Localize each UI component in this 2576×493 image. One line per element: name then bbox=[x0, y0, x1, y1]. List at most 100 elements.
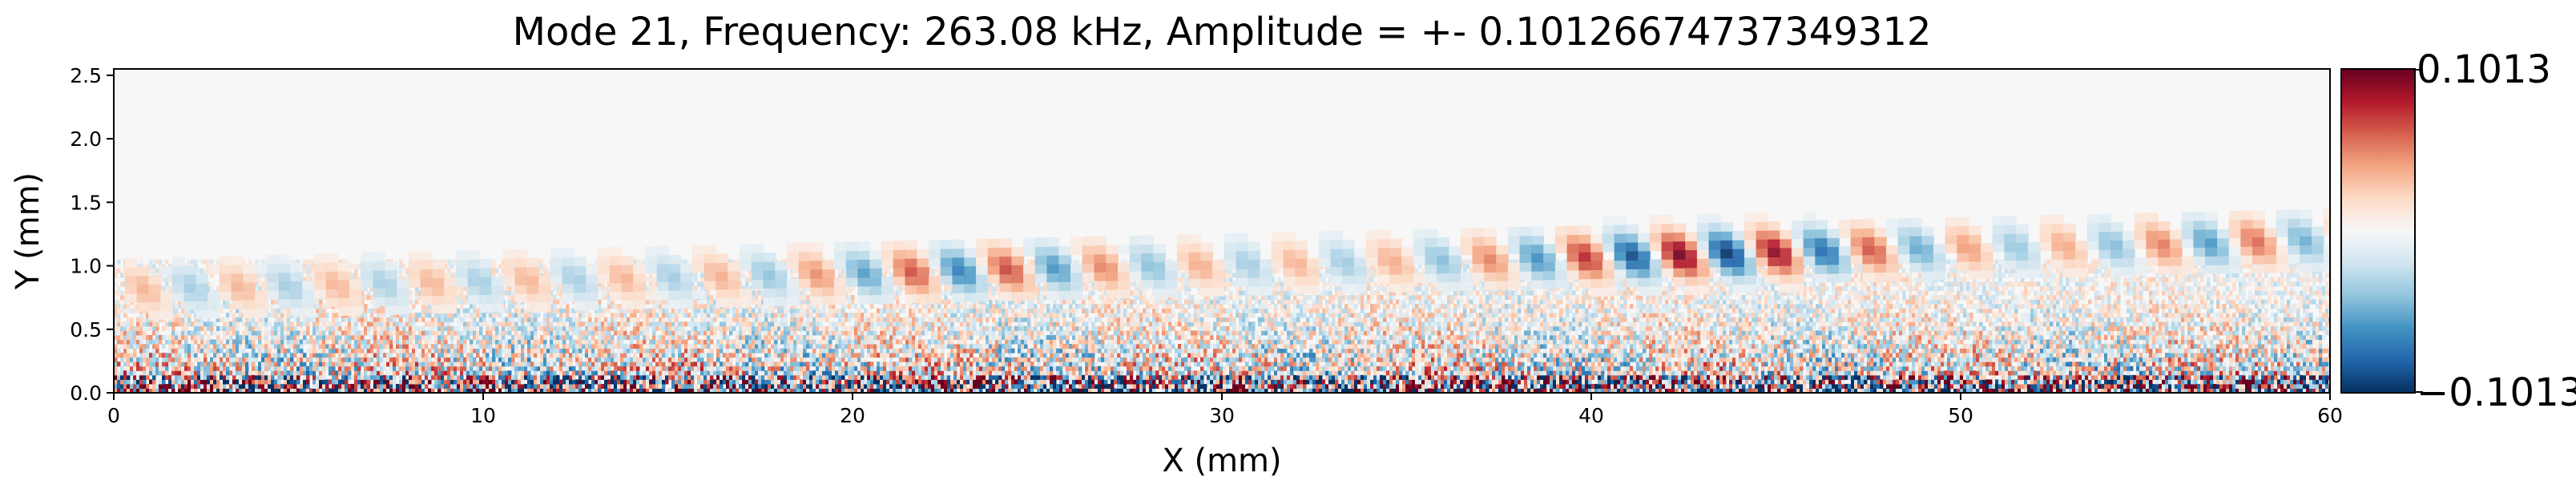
heatmap-cell bbox=[162, 383, 166, 389]
heatmap-cell bbox=[492, 388, 496, 393]
heatmap-cell bbox=[553, 330, 557, 336]
heatmap-cell bbox=[357, 383, 361, 389]
heatmap-cell bbox=[309, 273, 313, 278]
heatmap-cell bbox=[364, 339, 368, 345]
heatmap-cell bbox=[437, 357, 441, 362]
heatmap-cell bbox=[726, 317, 730, 322]
heatmap-cell bbox=[418, 330, 422, 336]
heatmap-cell bbox=[687, 357, 691, 362]
heatmap-cell bbox=[527, 362, 531, 367]
heatmap-cell bbox=[761, 383, 765, 389]
heatmap-cell bbox=[691, 362, 695, 367]
heatmap-cell bbox=[450, 383, 454, 389]
heatmap-cell bbox=[700, 379, 704, 385]
heatmap-cell bbox=[248, 339, 252, 345]
heatmap-cell bbox=[168, 362, 172, 367]
heatmap-cell bbox=[601, 330, 605, 336]
heatmap-cell bbox=[470, 370, 474, 376]
heatmap-cell bbox=[428, 304, 432, 309]
heatmap-cell bbox=[559, 295, 563, 301]
heatmap-cell bbox=[607, 304, 611, 309]
heatmap-cell bbox=[492, 339, 496, 345]
heatmap-cell bbox=[473, 317, 477, 322]
heatmap-cell bbox=[559, 357, 563, 362]
heatmap-cell bbox=[133, 366, 137, 371]
heatmap-cell bbox=[284, 334, 288, 340]
heatmap-cell bbox=[204, 366, 208, 371]
heatmap-cell bbox=[546, 313, 550, 318]
heatmap-cell bbox=[117, 317, 121, 322]
heatmap-cell bbox=[159, 379, 163, 385]
heatmap-cell bbox=[274, 348, 278, 354]
heatmap-cell bbox=[662, 370, 666, 376]
heatmap-cell bbox=[678, 344, 682, 350]
heatmap-cell bbox=[396, 339, 400, 345]
heatmap-cell bbox=[588, 388, 592, 393]
heatmap-cell bbox=[264, 273, 268, 278]
heatmap-cell bbox=[284, 339, 288, 345]
heatmap-cell bbox=[402, 357, 406, 362]
heatmap-cell bbox=[482, 366, 486, 371]
heatmap-cell bbox=[601, 334, 605, 340]
heatmap-cell bbox=[261, 362, 265, 367]
heatmap-cell bbox=[521, 344, 525, 350]
heatmap-cell bbox=[710, 362, 714, 367]
heatmap-cell bbox=[149, 268, 153, 273]
heatmap-cell bbox=[569, 321, 573, 327]
heatmap-cell bbox=[601, 370, 605, 376]
heatmap-cell bbox=[514, 379, 518, 385]
heatmap-cell bbox=[184, 313, 188, 318]
heatmap-cell bbox=[232, 325, 236, 331]
heatmap-cell bbox=[498, 264, 502, 269]
heatmap-cell bbox=[178, 313, 182, 318]
heatmap-cell bbox=[194, 388, 198, 393]
heatmap-cell bbox=[649, 285, 653, 291]
heatmap-cell bbox=[495, 321, 499, 327]
heatmap-cell bbox=[521, 366, 525, 371]
heatmap-cell bbox=[752, 295, 756, 301]
heatmap-cell bbox=[505, 383, 509, 389]
heatmap-cell bbox=[117, 379, 121, 385]
heatmap-cell bbox=[559, 325, 563, 331]
heatmap-cell bbox=[377, 321, 381, 327]
heatmap-cell bbox=[611, 348, 615, 354]
heatmap-cell bbox=[646, 362, 650, 367]
heatmap-cell bbox=[412, 366, 416, 371]
heatmap-cell bbox=[550, 308, 554, 313]
heatmap-cell bbox=[543, 383, 547, 389]
heatmap-cell bbox=[405, 362, 409, 367]
heatmap-cell bbox=[681, 339, 685, 345]
heatmap-cell bbox=[399, 379, 403, 385]
heatmap-cell bbox=[380, 383, 384, 389]
heatmap-cell bbox=[643, 353, 647, 358]
heatmap-cell bbox=[720, 362, 724, 367]
heatmap-cell bbox=[252, 317, 256, 322]
heatmap-cell bbox=[434, 313, 438, 318]
heatmap-cell bbox=[130, 362, 134, 367]
heatmap-cell bbox=[764, 374, 768, 380]
heatmap-cell bbox=[752, 330, 756, 336]
heatmap-cell bbox=[165, 334, 169, 340]
heatmap-cell bbox=[527, 330, 531, 336]
heatmap-cell bbox=[242, 353, 246, 358]
heatmap-cell bbox=[723, 362, 727, 367]
heatmap-cell bbox=[361, 379, 365, 385]
heatmap-cell bbox=[332, 348, 336, 354]
heatmap-cell bbox=[316, 321, 320, 327]
heatmap-cell bbox=[739, 370, 743, 376]
heatmap-cell bbox=[732, 388, 736, 393]
heatmap-cell bbox=[627, 308, 631, 313]
heatmap-cell bbox=[303, 362, 307, 367]
heatmap-cell bbox=[700, 317, 704, 322]
heatmap-cell bbox=[729, 366, 733, 371]
heatmap-cell bbox=[300, 321, 304, 327]
heatmap-cell bbox=[604, 290, 608, 296]
heatmap-cell bbox=[495, 339, 499, 345]
heatmap-cell bbox=[351, 383, 355, 389]
heatmap-cell bbox=[691, 366, 695, 371]
heatmap-cell bbox=[181, 374, 185, 380]
heatmap-cell bbox=[748, 353, 752, 358]
heatmap-cell bbox=[723, 313, 727, 318]
heatmap-cell bbox=[505, 379, 509, 385]
heatmap-cell bbox=[290, 362, 294, 367]
